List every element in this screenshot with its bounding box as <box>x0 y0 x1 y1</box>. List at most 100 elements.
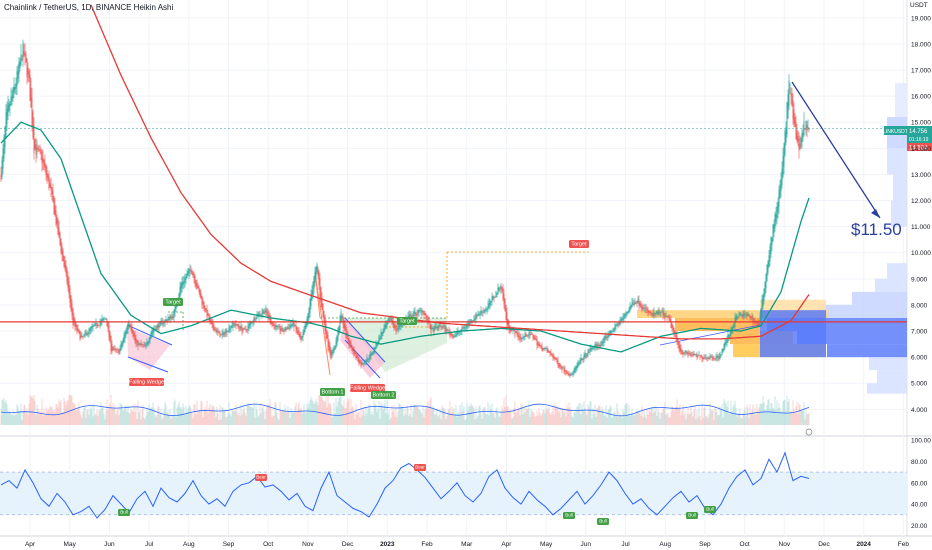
volume-bar <box>500 411 502 425</box>
candle-body <box>42 157 44 163</box>
volume-bar <box>538 408 540 425</box>
volume-bar <box>560 417 562 425</box>
candle-body <box>557 360 559 366</box>
volume-bar <box>639 413 641 425</box>
volume-bar <box>388 409 390 425</box>
volume-bar <box>447 410 449 425</box>
volume-bar <box>709 402 711 425</box>
candle-body <box>531 334 533 335</box>
volume-bar <box>308 403 310 425</box>
volume-bar <box>741 418 743 425</box>
candle-body <box>664 313 666 320</box>
candle-body <box>367 359 369 360</box>
volume-bar <box>632 414 634 425</box>
candle-body <box>515 331 517 333</box>
volume-bar <box>137 400 139 425</box>
candle-body <box>595 343 597 346</box>
volume-bar <box>696 410 698 425</box>
volume-bar <box>104 419 106 425</box>
candle-body <box>711 356 713 359</box>
candle-body <box>280 328 282 331</box>
candle-body <box>587 349 589 355</box>
volume-bar <box>504 407 506 425</box>
candle-body <box>203 302 205 310</box>
candle-body <box>47 173 49 180</box>
volume-bar <box>732 406 734 425</box>
candle-body <box>482 311 484 313</box>
candle-body <box>741 314 743 316</box>
candle-body <box>639 302 641 306</box>
volume-bar <box>742 413 744 425</box>
candle-body <box>297 330 299 334</box>
volume-bar <box>309 400 311 425</box>
volume-bar <box>260 413 262 425</box>
candle-body <box>438 324 440 329</box>
volume-bar <box>610 406 612 425</box>
candle-body <box>740 313 742 315</box>
volume-bar <box>620 416 622 425</box>
candle-body <box>96 323 98 326</box>
candle-body <box>797 135 799 142</box>
candle-body <box>757 322 759 327</box>
volume-bar <box>607 409 609 425</box>
candle-body <box>384 324 386 331</box>
candle-body <box>73 316 75 323</box>
volume-bar <box>573 411 575 425</box>
volume-bar <box>35 414 37 425</box>
candle-body <box>718 356 720 360</box>
volume-bar <box>686 413 688 425</box>
volume-bar <box>412 410 414 425</box>
volume-bar <box>712 409 714 425</box>
volume-bar <box>692 416 694 425</box>
volume-bar <box>454 415 456 425</box>
candle-body <box>648 311 650 313</box>
candle-body <box>730 330 732 335</box>
candle-body <box>101 319 103 323</box>
candle-body <box>345 326 347 339</box>
candle-body <box>128 321 130 328</box>
candle-body <box>522 336 524 339</box>
candle-body <box>386 321 388 327</box>
candle-body <box>627 310 629 314</box>
candle-body <box>44 162 46 168</box>
candle-body <box>376 343 378 346</box>
volume-bar <box>322 400 324 425</box>
volume-bar <box>397 411 399 425</box>
price-tick-label: 4.000 <box>911 407 928 414</box>
candle-body <box>549 351 551 354</box>
candle-body <box>564 369 566 373</box>
volume-bar <box>48 410 50 425</box>
volume-average-line <box>0 403 810 417</box>
volume-bar <box>20 403 22 425</box>
volume-bar <box>431 409 433 425</box>
volume-bar <box>670 411 672 425</box>
candle-body <box>634 302 636 305</box>
volume-bar <box>666 413 668 425</box>
candle-body <box>186 273 188 279</box>
candle-body <box>135 337 137 344</box>
candle-body <box>116 349 118 351</box>
candle-body <box>724 341 726 348</box>
volume-profile-bar <box>891 200 907 227</box>
candle-body <box>38 149 40 151</box>
volume-bar <box>112 403 114 425</box>
volume-bar <box>251 406 253 425</box>
volume-bar <box>7 409 9 425</box>
candle-body <box>231 325 233 328</box>
volume-bar <box>336 406 338 425</box>
volume-bar <box>641 406 643 425</box>
candle-body <box>552 355 554 359</box>
candle-body <box>443 326 445 328</box>
candle-body <box>437 327 439 330</box>
candle-body <box>285 329 287 330</box>
volume-bar <box>125 405 127 425</box>
volume-bar <box>549 413 551 425</box>
target-label: Target <box>165 300 181 306</box>
candle-body <box>72 308 74 325</box>
volume-bar <box>520 404 522 425</box>
last-price-badge-bg <box>907 126 932 143</box>
volume-bar <box>163 409 165 425</box>
volume-bar <box>81 417 83 425</box>
volume-bar <box>687 408 689 425</box>
